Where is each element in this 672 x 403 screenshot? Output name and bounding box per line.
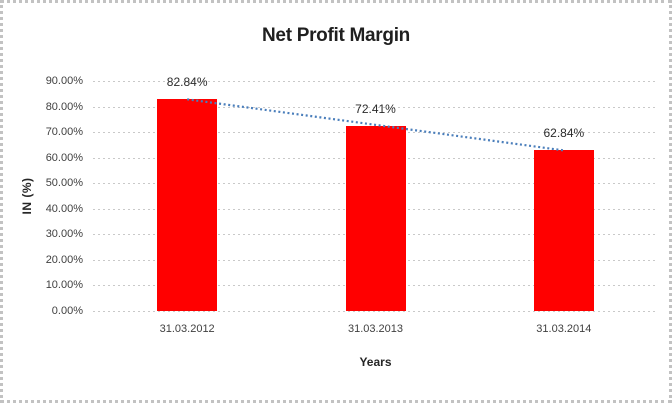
bar-31.03.2012[interactable] bbox=[157, 99, 218, 311]
y-tick-label: 10.00% bbox=[45, 279, 83, 292]
y-tick-label: 30.00% bbox=[45, 228, 83, 241]
gridline bbox=[93, 311, 658, 312]
gridline bbox=[93, 106, 658, 108]
x-tick-label: 31.03.2012 bbox=[159, 323, 215, 335]
x-axis-title: Years bbox=[359, 355, 392, 369]
bar-data-label: 62.84% bbox=[543, 126, 585, 141]
trendline-layer bbox=[187, 98, 564, 152]
bar-data-label: 82.84% bbox=[166, 75, 208, 90]
y-tick-label: 20.00% bbox=[45, 253, 83, 266]
y-tick-label: 0.00% bbox=[51, 305, 83, 317]
y-tick-label: 40.00% bbox=[45, 202, 83, 215]
trendline[interactable] bbox=[187, 98, 564, 152]
plot-area: 82.84% 72.41% 62.84% bbox=[93, 75, 658, 312]
chart-title: Net Profit Margin bbox=[262, 25, 410, 46]
x-tick-label: 31.03.2014 bbox=[536, 323, 592, 335]
y-tick-label: 50.00% bbox=[45, 177, 83, 190]
gridline bbox=[93, 81, 658, 82]
bar-data-label: 72.41% bbox=[355, 101, 396, 116]
y-tick-label: 60.00% bbox=[45, 151, 83, 164]
y-tick-label: 90.00% bbox=[45, 75, 83, 87]
bar-31.03.2013[interactable] bbox=[345, 125, 406, 311]
y-tick-label: 80.00% bbox=[45, 100, 83, 113]
bar-31.03.2014[interactable] bbox=[533, 150, 594, 311]
y-tick-label: 70.00% bbox=[45, 126, 83, 139]
x-tick-label: 31.03.2013 bbox=[347, 323, 404, 335]
